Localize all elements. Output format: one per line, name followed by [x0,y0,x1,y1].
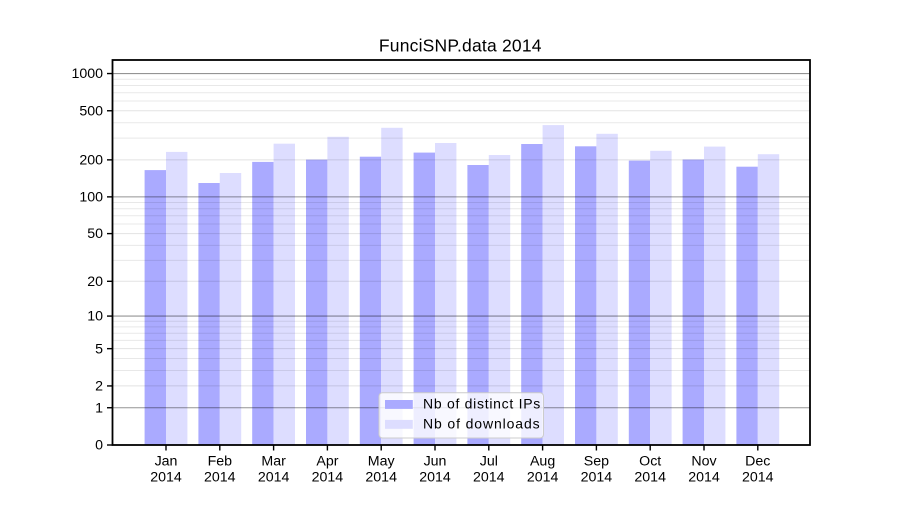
svg-text:2014: 2014 [473,470,505,486]
svg-text:2014: 2014 [312,470,344,486]
svg-text:Nb of distinct IPs: Nb of distinct IPs [423,395,541,411]
svg-text:100: 100 [79,189,103,205]
svg-text:2: 2 [95,379,103,395]
svg-text:1: 1 [95,400,103,416]
svg-text:2014: 2014 [581,470,613,486]
svg-text:2014: 2014 [258,470,290,486]
svg-text:2014: 2014 [688,470,720,486]
svg-text:Nov: Nov [691,454,717,470]
svg-text:500: 500 [79,103,103,119]
svg-text:Aug: Aug [530,454,555,470]
svg-text:1000: 1000 [71,66,103,82]
svg-text:Dec: Dec [745,454,770,470]
svg-text:200: 200 [79,152,103,168]
svg-text:FunciSNP.data 2014: FunciSNP.data 2014 [379,36,542,56]
svg-text:Apr: Apr [316,454,338,470]
svg-text:2014: 2014 [204,470,236,486]
svg-text:May: May [368,454,396,470]
svg-text:Feb: Feb [208,454,233,470]
svg-text:2014: 2014 [419,470,451,486]
svg-text:Jan: Jan [155,454,178,470]
svg-text:10: 10 [87,309,103,325]
svg-text:Jul: Jul [480,454,498,470]
svg-text:Mar: Mar [261,454,286,470]
svg-text:5: 5 [95,341,103,357]
svg-text:Jun: Jun [424,454,447,470]
svg-text:20: 20 [87,274,103,290]
svg-text:2014: 2014 [150,470,182,486]
svg-text:2014: 2014 [527,470,559,486]
svg-text:2014: 2014 [634,470,666,486]
svg-text:Nb of downloads: Nb of downloads [423,415,541,431]
svg-text:Sep: Sep [584,454,609,470]
svg-text:0: 0 [95,438,103,454]
svg-text:50: 50 [87,226,103,242]
svg-text:Oct: Oct [639,454,661,470]
svg-text:2014: 2014 [365,470,397,486]
svg-text:2014: 2014 [742,470,774,486]
